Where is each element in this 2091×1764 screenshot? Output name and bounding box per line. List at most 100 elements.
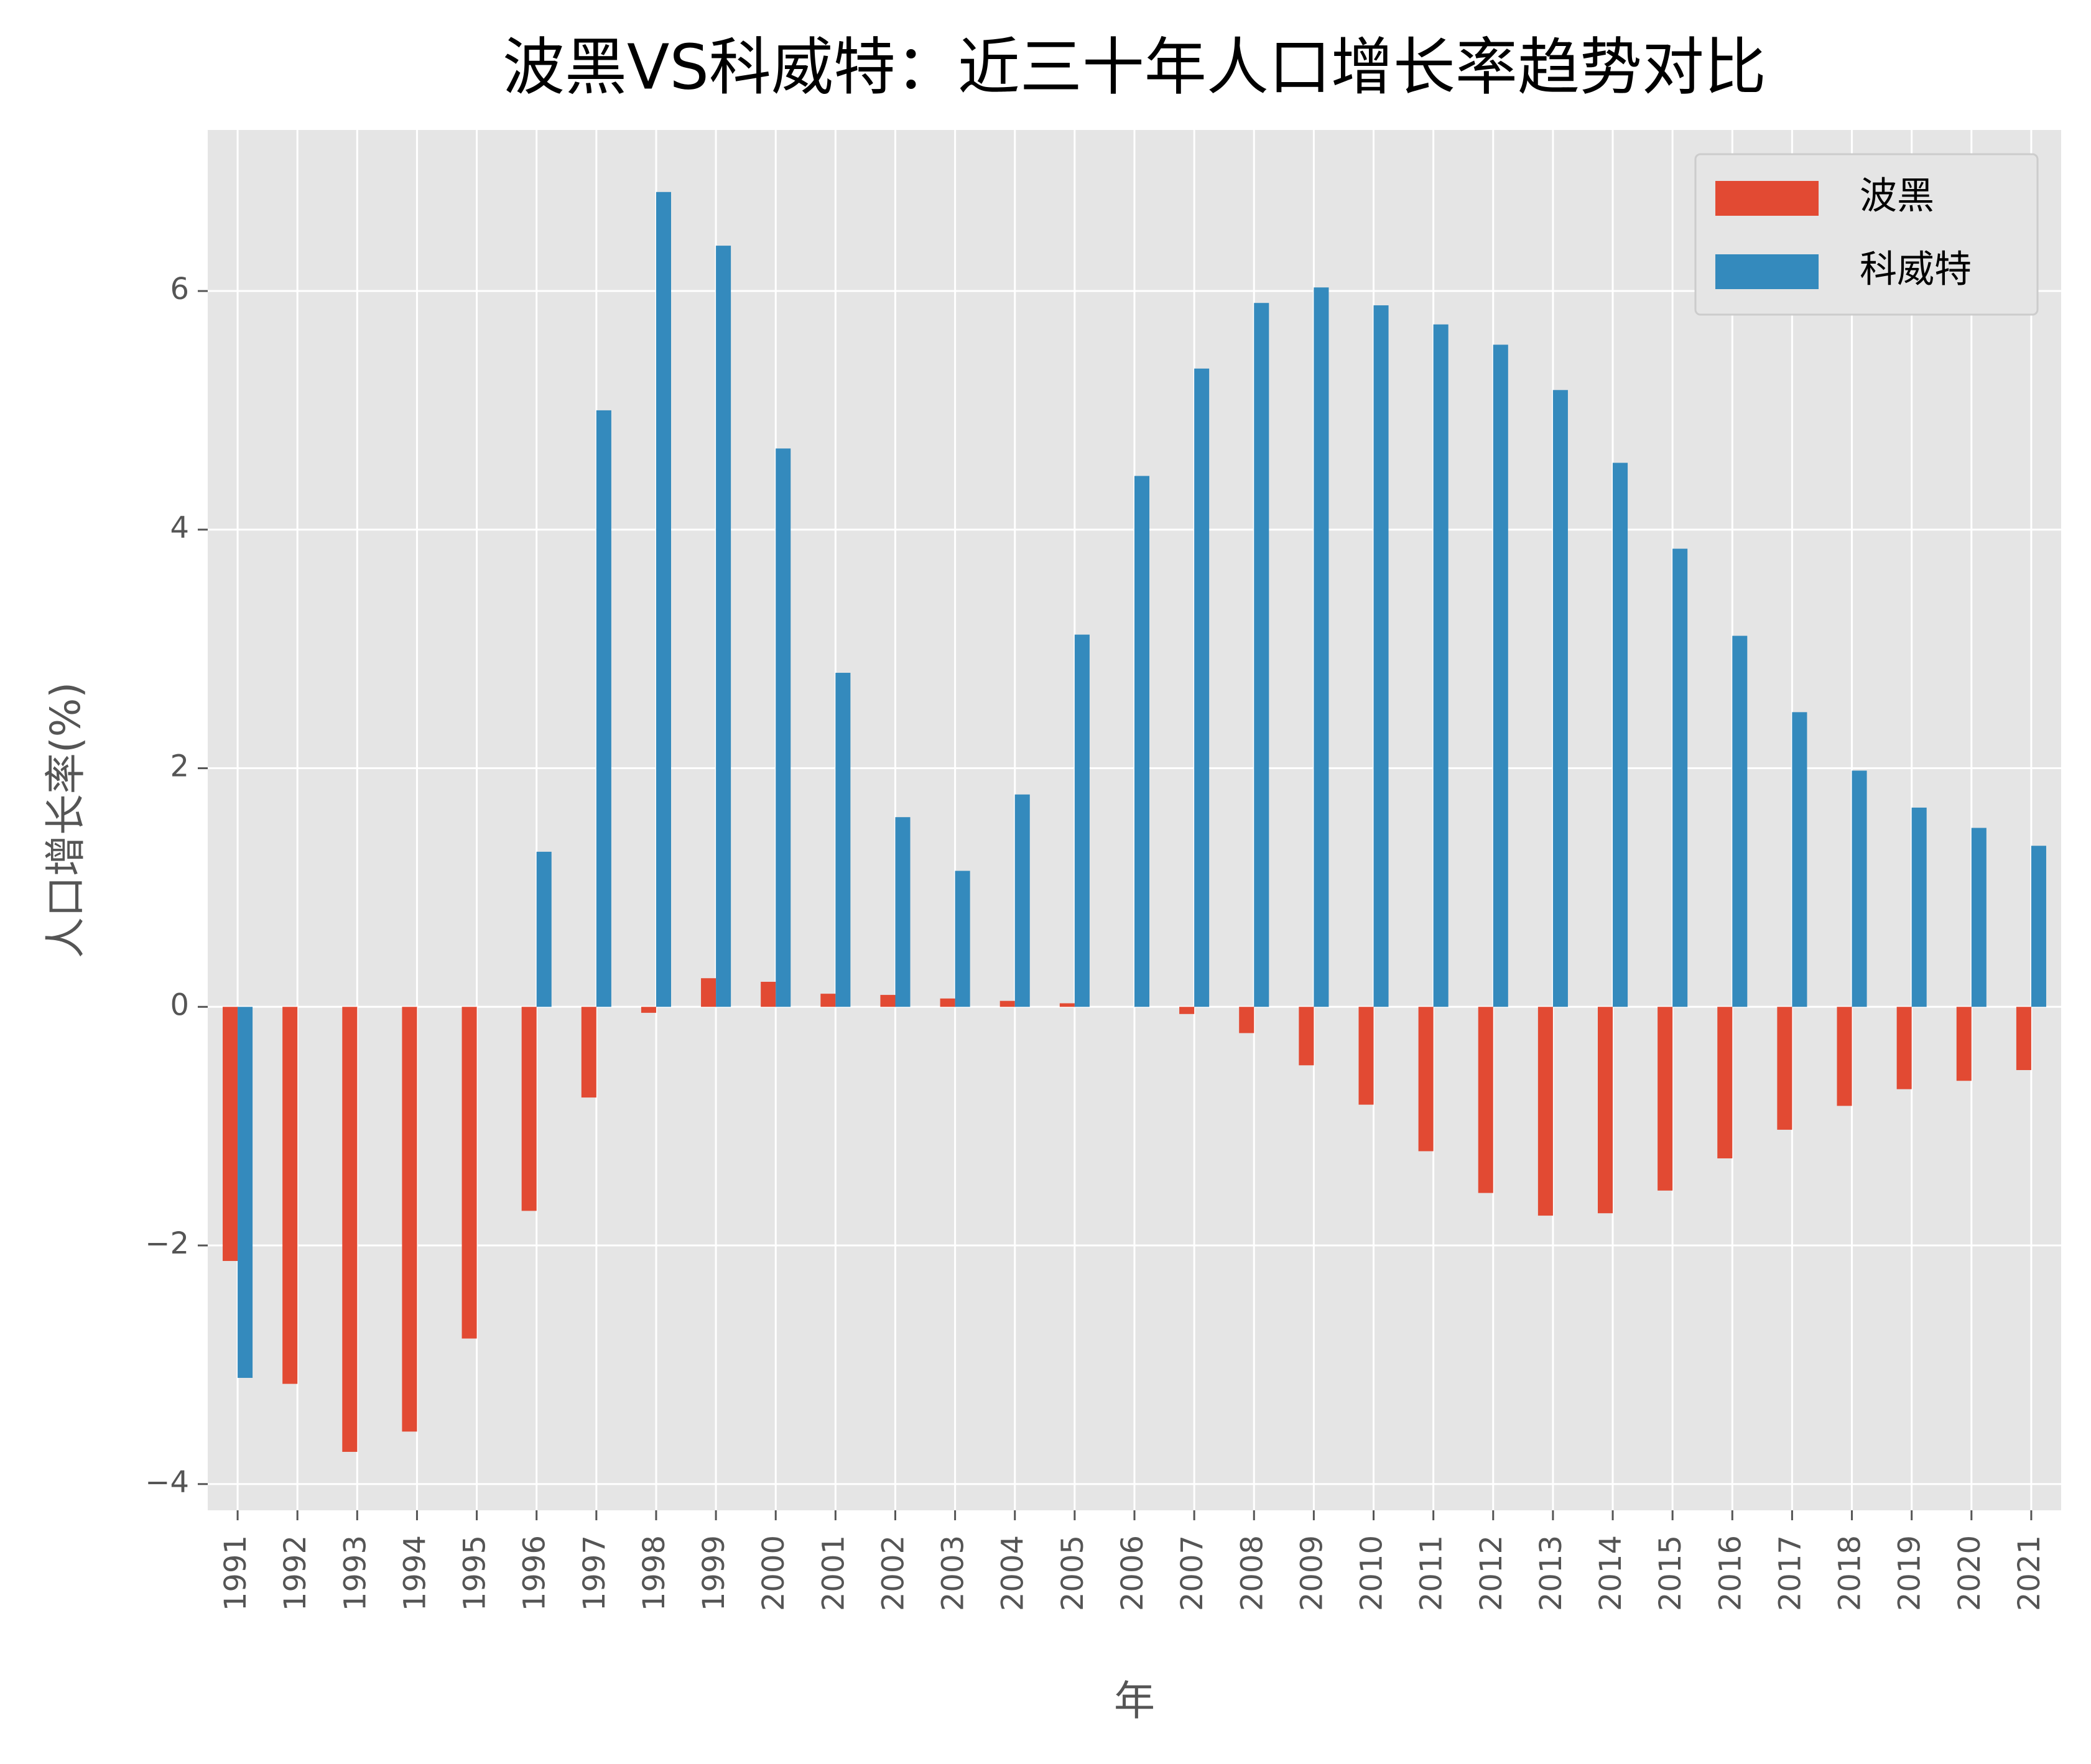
bar — [536, 851, 552, 1007]
legend-label: 科威特 — [1860, 248, 1972, 292]
bar — [940, 998, 955, 1007]
bar — [1552, 390, 1568, 1007]
bar — [1911, 807, 1927, 1007]
bar — [1777, 1007, 1792, 1130]
bar — [1658, 1007, 1673, 1191]
bar — [1717, 1007, 1733, 1158]
bar — [521, 1007, 537, 1211]
bar — [1373, 305, 1389, 1007]
bar — [1613, 463, 1628, 1007]
bar — [761, 981, 776, 1007]
bar — [1971, 828, 1987, 1007]
x-tick-label: 1995 — [458, 1535, 493, 1611]
x-tick-label: 1994 — [397, 1535, 432, 1611]
bar — [1254, 303, 1269, 1007]
x-tick-label: 2009 — [1294, 1535, 1329, 1611]
bar — [402, 1007, 417, 1432]
x-tick-label: 1997 — [577, 1535, 612, 1611]
x-tick-label: 2011 — [1414, 1535, 1449, 1611]
bar — [596, 410, 611, 1007]
bar — [1852, 770, 1867, 1007]
x-tick-label: 2004 — [996, 1535, 1031, 1611]
x-tick-label: 1996 — [517, 1535, 552, 1611]
bar — [1598, 1007, 1613, 1214]
bar — [1358, 1007, 1374, 1105]
x-tick-label: 2021 — [2012, 1535, 2047, 1611]
bar — [1478, 1007, 1493, 1193]
x-tick-label: 2017 — [1773, 1535, 1807, 1611]
y-tick-label: 4 — [170, 510, 189, 545]
bar — [581, 1007, 596, 1098]
x-tick-label: 2015 — [1653, 1535, 1688, 1611]
bar — [238, 1007, 253, 1378]
bar — [701, 978, 716, 1007]
bar — [1433, 324, 1449, 1007]
bar — [656, 192, 671, 1007]
bar — [1059, 1003, 1075, 1007]
bar — [1014, 794, 1030, 1007]
y-tick-label: 0 — [170, 987, 189, 1022]
chart-title: 波黑VS科威特：近三十年人口增长率趋势对比 — [503, 30, 1766, 103]
bar — [835, 673, 851, 1007]
bar — [1493, 344, 1508, 1007]
legend-swatch — [1715, 181, 1819, 216]
x-tick-label: 1992 — [278, 1535, 313, 1611]
x-tick-label: 1998 — [637, 1535, 672, 1611]
bar — [641, 1007, 656, 1013]
x-tick-label: 2001 — [816, 1535, 851, 1611]
y-tick-label: 6 — [170, 272, 189, 307]
bar — [1837, 1007, 1852, 1106]
x-tick-label: 2016 — [1713, 1535, 1748, 1611]
x-tick-label: 2020 — [1952, 1535, 1987, 1611]
x-tick-label: 2018 — [1833, 1535, 1868, 1611]
y-tick-label: −4 — [145, 1465, 189, 1500]
bar — [1956, 1007, 1972, 1081]
x-tick-label: 2000 — [756, 1535, 791, 1611]
bar — [776, 448, 791, 1007]
bar — [880, 995, 896, 1007]
bar — [1792, 712, 1807, 1007]
bar — [999, 1000, 1015, 1007]
y-tick-label: −2 — [145, 1226, 189, 1261]
x-tick-label: 2007 — [1175, 1535, 1210, 1611]
bar — [1314, 287, 1329, 1007]
bar — [1537, 1007, 1553, 1216]
bar — [1299, 1007, 1314, 1066]
x-axis-label: 年 — [1114, 1677, 1155, 1725]
bar — [1074, 634, 1090, 1007]
bar — [223, 1007, 238, 1261]
bar — [2031, 846, 2046, 1007]
x-tick-label: 2006 — [1115, 1535, 1150, 1611]
x-tick-label: 2014 — [1593, 1535, 1628, 1611]
legend-swatch — [1715, 254, 1819, 289]
bar — [716, 246, 731, 1007]
x-tick-label: 1993 — [338, 1535, 373, 1611]
x-tick-label: 1991 — [218, 1535, 253, 1611]
x-tick-label: 2003 — [936, 1535, 971, 1611]
bar — [1179, 1007, 1195, 1014]
bar — [1672, 548, 1688, 1007]
x-tick-label: 1999 — [697, 1535, 731, 1611]
y-tick-label: 2 — [170, 749, 189, 784]
bars — [223, 192, 2046, 1452]
bar — [1194, 368, 1210, 1007]
bar — [1134, 476, 1150, 1007]
x-tick-label: 2013 — [1534, 1535, 1569, 1611]
bar — [895, 817, 911, 1007]
x-tick-label: 2002 — [876, 1535, 911, 1611]
x-tick-label: 2010 — [1355, 1535, 1389, 1611]
bar — [820, 994, 836, 1007]
bar — [955, 870, 970, 1007]
x-tick-label: 2012 — [1474, 1535, 1509, 1611]
x-tick-label: 2005 — [1055, 1535, 1090, 1611]
bar — [461, 1007, 477, 1339]
bar — [282, 1007, 298, 1384]
y-axis-label: 人口增长率(%) — [42, 682, 90, 958]
legend-label: 波黑 — [1860, 175, 1934, 218]
bar — [1732, 635, 1748, 1007]
bar — [2016, 1007, 2031, 1070]
x-tick-label: 2019 — [1893, 1535, 1927, 1611]
x-tick-label: 2008 — [1235, 1535, 1269, 1611]
